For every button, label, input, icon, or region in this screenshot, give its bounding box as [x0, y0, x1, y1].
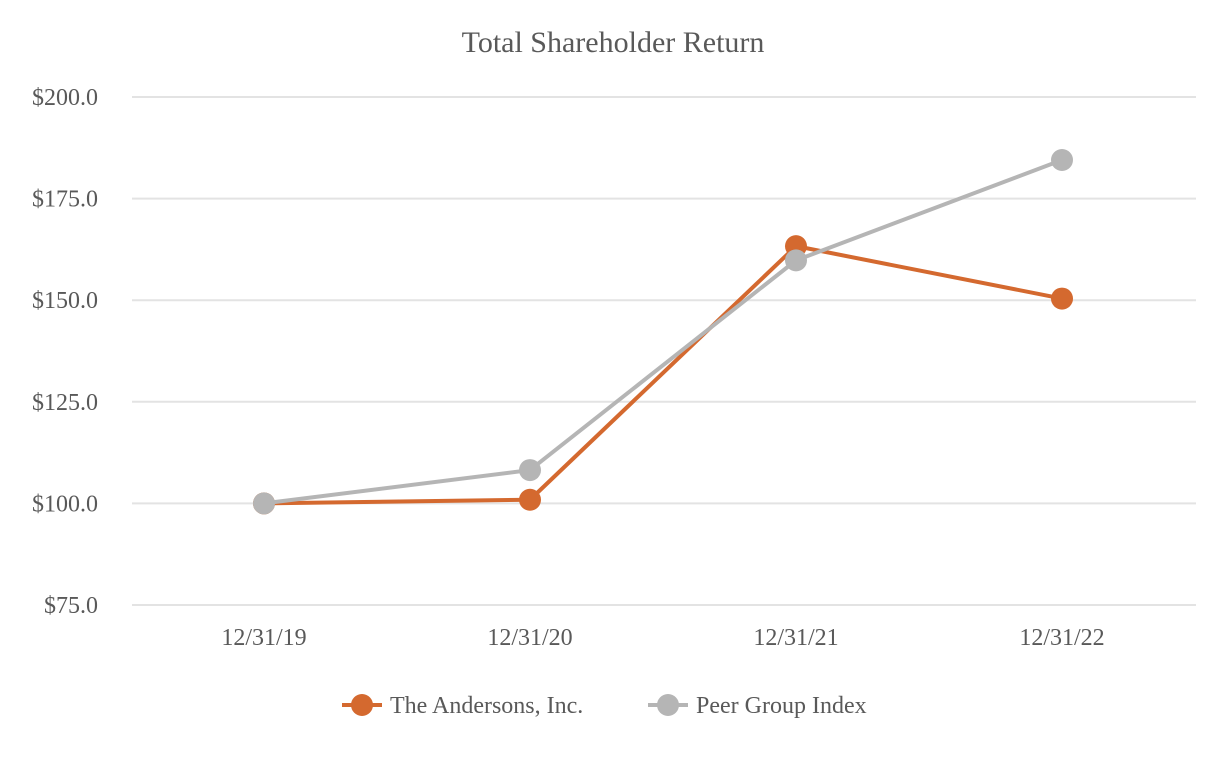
y-tick-label: $175.0 — [32, 187, 98, 213]
legend-label: The Andersons, Inc. — [390, 693, 583, 719]
data-point — [785, 249, 807, 272]
data-point — [519, 488, 541, 511]
series-line — [263, 244, 1063, 506]
legend-swatch-marker — [657, 694, 679, 716]
x-axis-ticks: 12/31/19 12/31/20 12/31/21 12/31/22 — [221, 625, 1104, 651]
x-tick-label: 12/31/21 — [753, 625, 838, 651]
legend: The Andersons, Inc. Peer Group Index — [342, 693, 867, 719]
series-1 — [253, 148, 1073, 515]
legend-item: The Andersons, Inc. — [342, 693, 583, 719]
legend-swatch-marker — [351, 694, 373, 716]
gridlines — [132, 96, 1196, 606]
y-tick-label: $75.0 — [44, 593, 98, 619]
x-tick-label: 12/31/19 — [221, 625, 306, 651]
data-point — [253, 492, 275, 515]
legend-label: Peer Group Index — [696, 693, 867, 719]
chart-title: Total Shareholder Return — [462, 26, 765, 59]
y-tick-label: $100.0 — [32, 491, 98, 517]
x-tick-label: 12/31/20 — [487, 625, 572, 651]
legend-item: Peer Group Index — [648, 693, 867, 719]
series-0 — [253, 235, 1073, 515]
data-point — [1051, 287, 1073, 310]
x-tick-label: 12/31/22 — [1019, 625, 1104, 651]
series-line — [263, 158, 1063, 506]
y-tick-label: $200.0 — [32, 85, 98, 111]
data-point — [519, 459, 541, 482]
series-layer — [253, 148, 1073, 515]
y-tick-label: $150.0 — [32, 288, 98, 314]
data-point — [1051, 148, 1073, 171]
y-axis-ticks: $75.0 $100.0 $125.0 $150.0 $175.0 $200.0 — [32, 85, 98, 619]
y-tick-label: $125.0 — [32, 390, 98, 416]
